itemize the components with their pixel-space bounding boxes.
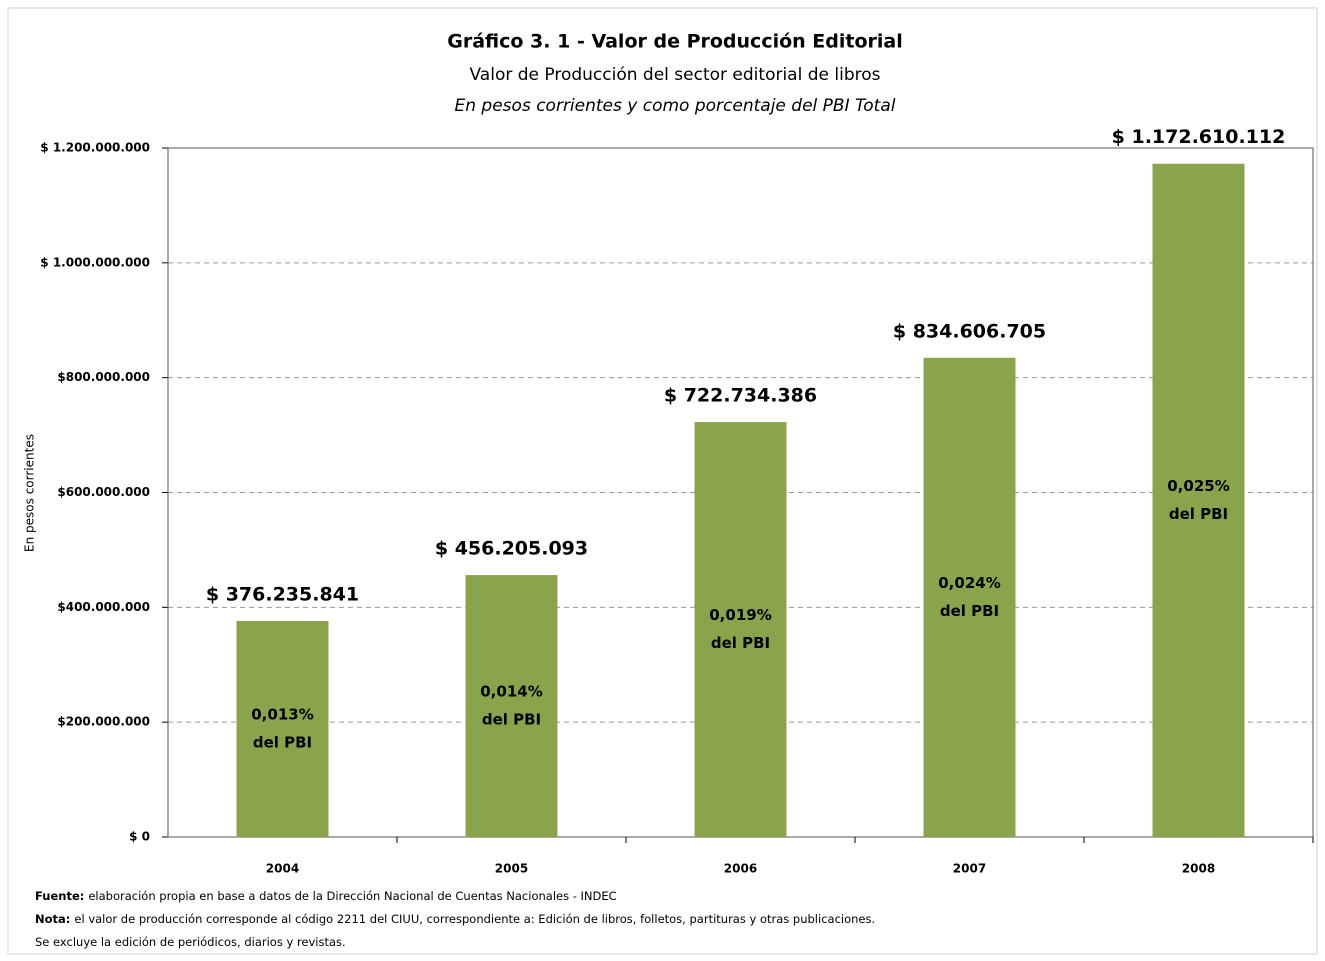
x-tick-label: 2006 — [724, 862, 757, 876]
y-axis-label: En pesos corrientes — [23, 434, 37, 552]
y-tick-label: $ 1.000.000.000 — [40, 255, 150, 269]
bar — [236, 620, 329, 837]
footnote-label: Fuente: — [35, 889, 84, 903]
value-label: $ 376.235.841 — [206, 583, 359, 605]
chart-frame — [7, 7, 1318, 955]
footnote: Nota: el valor de producción corresponde … — [35, 912, 875, 926]
y-tick-label: $400.000.000 — [57, 600, 150, 614]
value-label: $ 834.606.705 — [893, 320, 1046, 342]
footnote: Fuente: elaboración propia en base a dato… — [35, 889, 617, 903]
bar — [465, 575, 558, 837]
share-label: del PBI — [1169, 505, 1228, 523]
share-label: 0,019% — [709, 606, 771, 624]
bar — [923, 357, 1016, 837]
chart-title: Gráfico 3. 1 - Valor de Producción Edito… — [447, 31, 902, 53]
y-tick-label: $ 1.200.000.000 — [40, 141, 150, 155]
value-label: $ 722.734.386 — [664, 385, 817, 407]
value-label: $ 1.172.610.112 — [1112, 126, 1286, 148]
footnote-text: elaboración propia en base a datos de la… — [88, 889, 616, 903]
y-tick-label: $800.000.000 — [57, 370, 150, 384]
y-tick-label: $600.000.000 — [57, 485, 150, 499]
footnote-text: el valor de producción corresponde al có… — [74, 912, 875, 926]
share-label: del PBI — [253, 733, 312, 751]
share-label: del PBI — [482, 711, 541, 729]
share-label: 0,013% — [251, 705, 313, 723]
share-label: del PBI — [711, 634, 770, 652]
x-tick-label: 2008 — [1182, 862, 1215, 876]
x-tick-label: 2004 — [266, 862, 299, 876]
value-label: $ 456.205.093 — [435, 538, 588, 560]
y-tick-label: $200.000.000 — [57, 715, 150, 729]
bar — [1152, 163, 1245, 837]
chart-subtitle: En pesos corrientes y como porcentaje de… — [455, 96, 896, 116]
bar — [694, 422, 787, 837]
share-label: 0,025% — [1167, 477, 1229, 495]
x-tick-label: 2005 — [495, 862, 528, 876]
share-label: 0,024% — [938, 574, 1000, 592]
chart-subtitle: Valor de Producción del sector editorial… — [470, 65, 881, 85]
footnote-text: Se excluye la edición de periódicos, dia… — [35, 935, 346, 949]
y-tick-label: $ 0 — [129, 830, 150, 844]
x-tick-label: 2007 — [953, 862, 986, 876]
footnote: Se excluye la edición de periódicos, dia… — [35, 935, 346, 949]
footnote-label: Nota: — [35, 912, 70, 926]
share-label: 0,014% — [480, 683, 542, 701]
share-label: del PBI — [940, 602, 999, 620]
